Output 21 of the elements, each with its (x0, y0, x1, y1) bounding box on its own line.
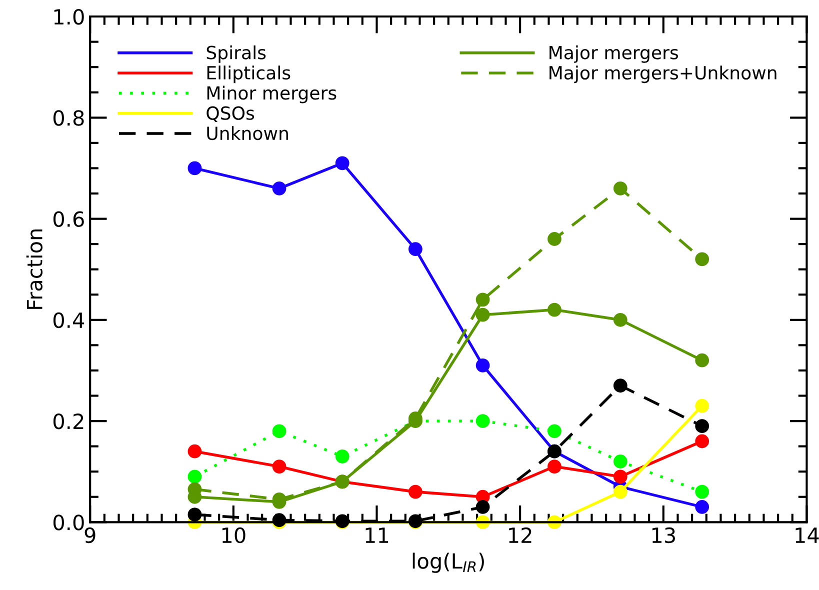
y-tick-label: 0.6 (53, 211, 84, 227)
y-tick-label: 0.4 (53, 312, 84, 328)
x-tick-label: 11 (366, 528, 388, 543)
y-tick-label: 0.0 (53, 514, 84, 530)
x-tick-label: 12 (509, 527, 532, 543)
legend-label: Major mergers+Unknown (550, 66, 776, 84)
legend-label: Minor mergers (207, 86, 336, 104)
x-tick-label: 10 (222, 527, 246, 544)
legend-label: QSOs (206, 106, 254, 122)
y-tick-label: 0.2 (53, 413, 84, 430)
x-axis-title: log(L$_{IR}$) (412, 552, 484, 573)
x-tick-label: 13 (652, 527, 675, 544)
x-tick-label: 9 (84, 527, 96, 544)
y-axis-title: Fraction (26, 230, 43, 309)
y-tick-label: 0.8 (53, 110, 84, 126)
legend-label: Spirals (206, 45, 266, 63)
y-tick-label: 1.0 (54, 8, 84, 25)
x-tick-label: 14 (796, 528, 819, 543)
legend-label: Ellipticals (207, 66, 290, 84)
legend-label: Unknown (207, 126, 288, 140)
legend-label: Major mergers (550, 45, 678, 63)
